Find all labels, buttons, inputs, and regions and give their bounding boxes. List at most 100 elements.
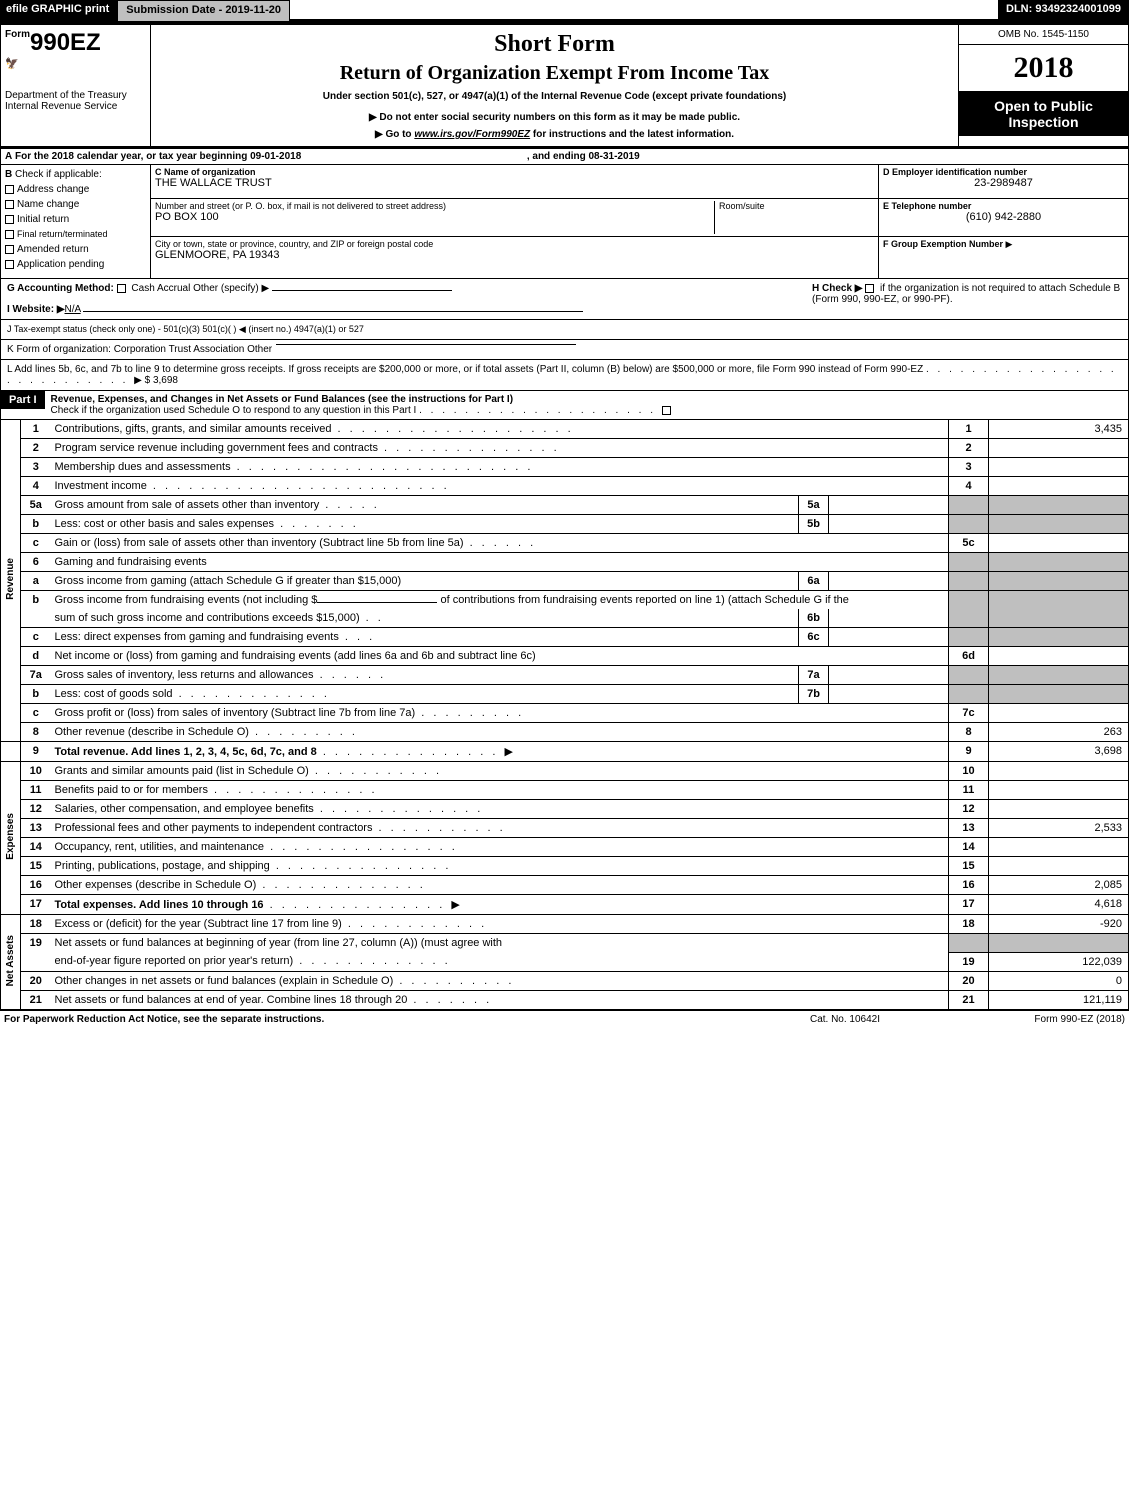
l7c-text: Gross profit or (loss) from sales of inv…: [55, 707, 416, 719]
l5b-num: b: [21, 515, 51, 534]
addr-change: Address change: [17, 184, 89, 195]
org-block: C Name of organization THE WALLACE TRUST…: [151, 165, 878, 278]
h-text1: if the organization is not required to a…: [880, 283, 1120, 294]
l6a-midamt: [829, 572, 949, 591]
addr-change-checkbox[interactable]: [5, 185, 14, 194]
l2-num: 2: [21, 439, 51, 458]
l21-box: 21: [949, 990, 989, 1009]
l5a-mid: 5a: [799, 496, 829, 515]
row-j: J Tax-exempt status (check only one) - 5…: [0, 320, 1129, 340]
l6a-shade: [949, 572, 989, 591]
donot-notice: ▶ Do not enter social security numbers o…: [157, 112, 952, 123]
l20-amt: 0: [989, 971, 1129, 990]
l7a-shade: [949, 666, 989, 685]
part1-checkbox[interactable]: [662, 406, 671, 415]
short-form-title: Short Form: [157, 31, 952, 58]
l2-box: 2: [949, 439, 989, 458]
revenue-sidelabel: Revenue: [5, 558, 16, 600]
h-checkbox[interactable]: [865, 284, 874, 293]
goto-post: for instructions and the latest informat…: [530, 129, 734, 140]
submission-date: Submission Date - 2019-11-20: [117, 0, 290, 22]
l19-shade: [949, 934, 989, 953]
l6-shade2: [989, 553, 1129, 572]
org-name: THE WALLACE TRUST: [155, 177, 874, 189]
k-text: K Form of organization: Corporation Trus…: [7, 344, 272, 355]
l14-text: Occupancy, rent, utilities, and maintena…: [55, 841, 265, 853]
l6c-shade2: [989, 628, 1129, 647]
row-l: L Add lines 5b, 6c, and 7b to line 9 to …: [0, 360, 1129, 391]
c-label: C Name of organization: [155, 167, 256, 177]
l15-text: Printing, publications, postage, and shi…: [55, 860, 270, 872]
l5a-text: Gross amount from sale of assets other t…: [55, 499, 320, 511]
l6-num: 6: [21, 553, 51, 572]
eagle-icon: 🦅: [5, 57, 146, 70]
l4-num: 4: [21, 477, 51, 496]
l17-box: 17: [949, 895, 989, 915]
row-g-h: G Accounting Method: Cash Accrual Other …: [0, 279, 1129, 320]
part1-header: Part I Revenue, Expenses, and Changes in…: [0, 391, 1129, 420]
goto-link-row: ▶ Go to www.irs.gov/Form990EZ for instru…: [157, 129, 952, 140]
dln-label: DLN: 93492324001099: [998, 0, 1129, 22]
l19-num: 19: [21, 934, 51, 953]
l15-num: 15: [21, 857, 51, 876]
cash-checkbox[interactable]: [117, 284, 126, 293]
l10-amt: [989, 762, 1129, 781]
l7b-shade: [949, 685, 989, 704]
lines-table: Revenue 1 Contributions, gifts, grants, …: [0, 420, 1129, 1010]
l9-text: Total revenue. Add lines 1, 2, 3, 4, 5c,…: [55, 746, 317, 758]
l4-box: 4: [949, 477, 989, 496]
netassets-sidelabel: Net Assets: [5, 935, 16, 986]
l6a-shade2: [989, 572, 1129, 591]
form-prefix: Form: [5, 29, 30, 40]
l10-box: 10: [949, 762, 989, 781]
header-mid: Short Form Return of Organization Exempt…: [151, 25, 958, 146]
initial-return-checkbox[interactable]: [5, 215, 14, 224]
goto-link[interactable]: www.irs.gov/Form990EZ: [414, 129, 530, 140]
l7c-box: 7c: [949, 704, 989, 723]
l12-num: 12: [21, 800, 51, 819]
amended-return-checkbox[interactable]: [5, 245, 14, 254]
amended-return: Amended return: [17, 244, 89, 255]
l6b-shadeA: [949, 591, 989, 610]
footer: For Paperwork Reduction Act Notice, see …: [0, 1010, 1129, 1028]
l1-text: Contributions, gifts, grants, and simila…: [55, 423, 332, 435]
l16-text: Other expenses (describe in Schedule O): [55, 879, 257, 891]
l7c-amt: [989, 704, 1129, 723]
l-amt-pre: ▶ $: [134, 375, 153, 386]
l5a-num: 5a: [21, 496, 51, 515]
l8-text: Other revenue (describe in Schedule O): [55, 726, 249, 738]
l6b-mid: 6b: [799, 609, 829, 628]
g-label: G Accounting Method:: [7, 283, 114, 294]
dept-treasury: Department of the Treasury: [5, 90, 146, 101]
l12-box: 12: [949, 800, 989, 819]
l8-amt: 263: [989, 723, 1129, 742]
name-change: Name change: [17, 199, 79, 210]
line-a-text1: For the 2018 calendar year, or tax year …: [15, 151, 301, 162]
l19-box: 19: [949, 952, 989, 971]
name-change-checkbox[interactable]: [5, 200, 14, 209]
efile-label: efile GRAPHIC print: [0, 0, 117, 22]
l19-amt: 122,039: [989, 952, 1129, 971]
footer-mid: Cat. No. 10642I: [745, 1014, 945, 1025]
app-pending-checkbox[interactable]: [5, 260, 14, 269]
l19-text2: end-of-year figure reported on prior yea…: [55, 955, 294, 967]
l21-num: 21: [21, 990, 51, 1009]
l14-num: 14: [21, 838, 51, 857]
l19-shade2: [989, 934, 1129, 953]
l6a-num: a: [21, 572, 51, 591]
l5c-box: 5c: [949, 534, 989, 553]
l6d-num: d: [21, 647, 51, 666]
part1-badge: Part I: [1, 391, 45, 409]
footer-left: For Paperwork Reduction Act Notice, see …: [4, 1014, 745, 1025]
l5c-text: Gain or (loss) from sale of assets other…: [55, 537, 464, 549]
entity-block: B Check if applicable: Address change Na…: [0, 165, 1129, 279]
l11-num: 11: [21, 781, 51, 800]
l6b-shade: [949, 609, 989, 628]
l15-amt: [989, 857, 1129, 876]
main-title: Return of Organization Exempt From Incom…: [157, 62, 952, 85]
line-a-letter: A: [5, 151, 12, 162]
open-public-1: Open to Public: [963, 98, 1124, 114]
l9-box: 9: [949, 742, 989, 762]
l6d-box: 6d: [949, 647, 989, 666]
final-return-checkbox[interactable]: [5, 230, 14, 239]
